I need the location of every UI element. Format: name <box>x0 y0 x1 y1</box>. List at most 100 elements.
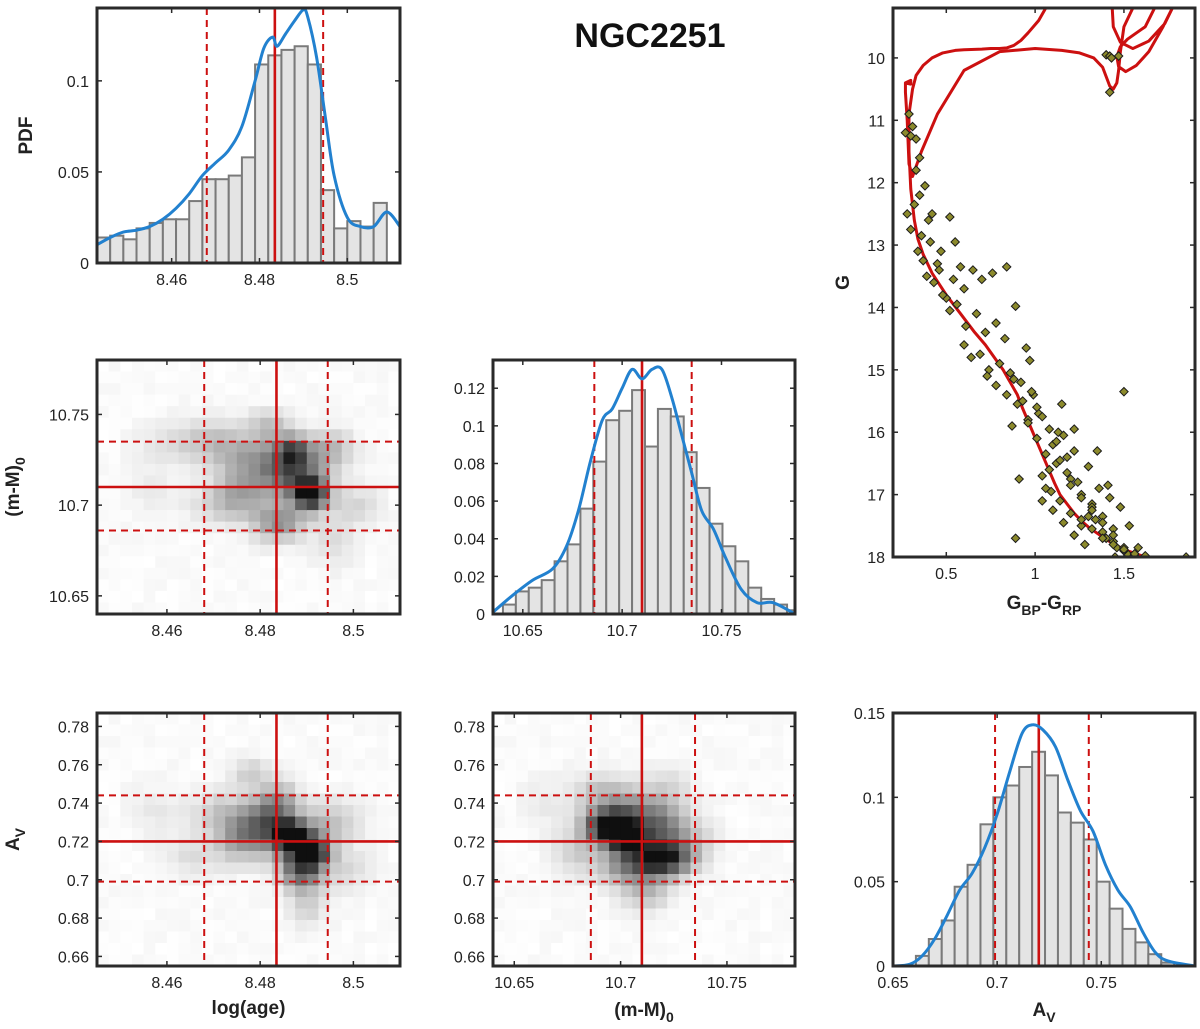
density-dm-av-density-cell <box>504 862 517 875</box>
density-age-dm-density-cell <box>166 602 180 614</box>
density-dm-av-density-cell <box>713 931 726 944</box>
density-age-av-density-cell <box>213 724 226 737</box>
density-age-av-density-cell <box>330 943 343 956</box>
density-age-dm-density-cell <box>166 510 180 523</box>
density-age-dm-density-cell <box>248 394 261 407</box>
density-dm-av-density-cell <box>678 770 692 783</box>
density-age-dm-density-cell <box>271 498 285 511</box>
density-dm-av-density-cell <box>574 759 587 772</box>
density-age-av-density-cell <box>260 954 273 966</box>
density-dm-av-density-cell <box>539 885 552 898</box>
density-age-av-density-cell <box>353 816 366 829</box>
density-dm-av-density-cell <box>562 908 575 921</box>
density-age-dm-density-cell <box>353 429 366 442</box>
cmd-star <box>912 246 923 257</box>
density-age-av-density-cell <box>295 920 308 933</box>
density-dm-av-density-cell <box>539 920 552 933</box>
density-dm-av-density-cell <box>644 954 657 966</box>
density-age-av-density-cell <box>236 724 250 737</box>
density-dm-av-density-cell <box>760 897 773 910</box>
density-age-av-density-cell <box>388 908 400 921</box>
density-dm-av-density-cell <box>539 747 552 760</box>
density-dm-av-xtick-label: 10.7 <box>605 975 636 992</box>
density-dm-av-density-cell <box>760 862 773 875</box>
density-age-av-density-cell <box>143 747 156 760</box>
density-dm-av-density-cell <box>574 920 587 933</box>
density-age-av-density-cell <box>341 851 354 864</box>
density-age-av-density-cell <box>295 805 308 818</box>
density-age-av-density-cell <box>271 793 285 806</box>
density-age-dm-density-cell <box>388 463 400 477</box>
density-age-dm-density-cell <box>213 417 226 430</box>
density-dm-av-density-cell <box>748 943 761 956</box>
density-age-av-density-cell <box>248 816 261 829</box>
density-dm-av-density-cell <box>702 816 715 829</box>
density-age-dm-density-cell <box>376 590 389 604</box>
density-age-dm-density-cell <box>271 602 285 614</box>
density-age-av-density-cell <box>318 828 331 841</box>
density-age-dm-density-cell <box>341 429 354 442</box>
density-age-dm-density-cell <box>108 556 121 569</box>
density-age-dm-density-cell <box>120 360 133 373</box>
hist-av-xlabel: AV <box>1032 1000 1056 1025</box>
density-age-dm-plot-area <box>97 360 400 614</box>
density-age-av-density-cell <box>248 920 261 933</box>
density-age-dm-density-cell <box>306 406 320 419</box>
cmd-star <box>902 208 913 219</box>
density-age-dm-density-cell <box>260 487 273 500</box>
density-dm-av-density-cell <box>585 908 599 921</box>
density-dm-av-density-cell <box>493 816 506 829</box>
density-age-dm-density-cell <box>190 487 203 500</box>
density-age-dm-density-cell <box>97 590 110 604</box>
density-age-dm-density-cell <box>295 383 308 396</box>
cmd-star <box>1017 396 1028 406</box>
density-age-av-density-cell <box>190 828 203 841</box>
density-age-dm-density-cell <box>330 521 343 534</box>
density-age-av-density-cell <box>376 782 389 795</box>
density-age-dm-density-cell <box>155 544 168 557</box>
density-age-dm-density-cell <box>365 510 378 523</box>
density-age-dm-density-cell <box>143 510 156 523</box>
density-age-av-density-cell <box>236 793 250 806</box>
density-age-dm-density-cell <box>155 406 168 419</box>
density-age-av-density-cell <box>295 816 308 829</box>
density-age-dm-density-cell <box>225 475 238 488</box>
density-age-dm-density-cell <box>353 567 366 580</box>
density-age-dm-density-cell <box>166 544 180 557</box>
density-age-av-density-cell <box>143 816 156 829</box>
density-age-av-density-cell <box>271 897 285 910</box>
density-dm-av-density-cell <box>667 874 680 887</box>
density-age-av-density-cell <box>178 954 191 966</box>
cmd-star <box>927 208 937 219</box>
density-dm-av-density-cell <box>644 943 657 956</box>
density-age-dm-density-cell <box>248 452 261 465</box>
cmd-star <box>1087 505 1097 516</box>
density-dm-av-density-cell <box>783 862 795 875</box>
density-dm-av-density-cell <box>748 931 761 944</box>
density-dm-av-density-cell <box>690 724 703 737</box>
density-age-av-density-cell <box>318 862 331 875</box>
density-age-dm-density-cell <box>283 579 296 592</box>
density-age-av-density-cell <box>248 782 261 795</box>
density-dm-av-density-cell <box>690 897 703 910</box>
cmd-star <box>911 134 922 144</box>
density-age-av-density-cell <box>388 724 400 737</box>
density-dm-av-density-cell <box>748 736 761 749</box>
density-age-av-density-cell <box>271 908 285 921</box>
density-age-av-density-cell <box>330 816 343 829</box>
cmd-ytick-label: 14 <box>867 300 885 317</box>
density-dm-av-density-cell <box>725 724 738 737</box>
density-age-dm-density-cell <box>271 440 285 453</box>
density-age-dm-density-cell <box>306 383 320 396</box>
density-age-av-density-cell <box>108 851 121 864</box>
density-age-dm-density-cell <box>330 383 343 396</box>
density-age-av-density-cell <box>283 828 296 841</box>
density-age-av-density-cell <box>248 851 261 864</box>
density-dm-av-density-cell <box>655 954 668 966</box>
density-dm-av-density-cell <box>597 713 610 726</box>
density-age-dm-density-cell <box>201 602 215 614</box>
density-dm-av-density-cell <box>609 908 622 921</box>
cmd-ytick-label: 12 <box>867 176 885 193</box>
density-age-av-ytick-label: 0.76 <box>58 758 89 775</box>
density-dm-av-density-cell <box>562 862 575 875</box>
